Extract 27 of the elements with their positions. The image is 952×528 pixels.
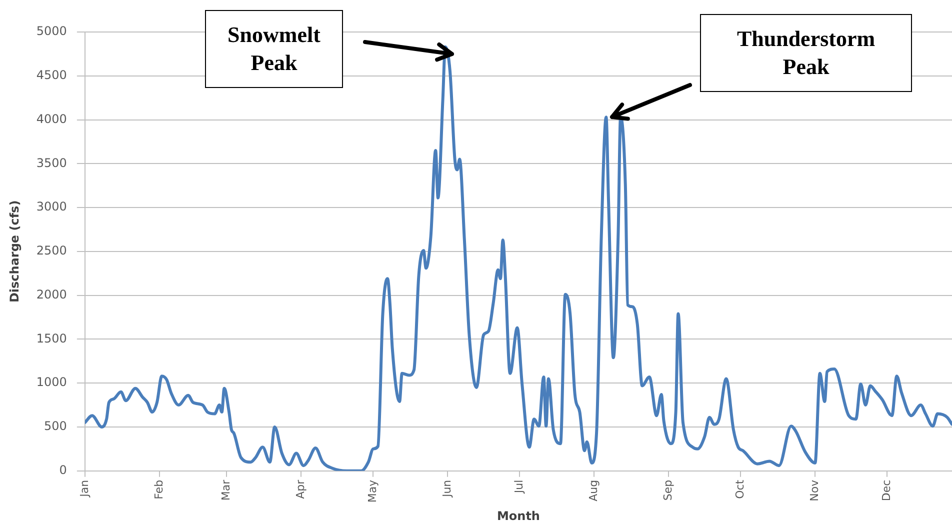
x-tick-label: Dec bbox=[880, 480, 894, 502]
x-tick-label: Aug bbox=[586, 480, 600, 502]
y-tick-label: 3500 bbox=[36, 156, 67, 170]
x-tick-label: Jul bbox=[512, 480, 526, 494]
x-tick-label: May bbox=[366, 479, 380, 503]
y-tick-label: 500 bbox=[44, 419, 67, 434]
x-tick-label: Apr bbox=[294, 479, 307, 499]
y-tick-label: 2000 bbox=[36, 287, 67, 302]
x-tick-label: Sep bbox=[661, 480, 674, 501]
y-tick-label: 0 bbox=[59, 462, 67, 477]
y-tick-label: 2500 bbox=[36, 244, 67, 258]
x-tick-label: Jun bbox=[440, 480, 454, 498]
x-tick-label: Feb bbox=[152, 480, 166, 500]
callout-box: Thunderstorm Peak bbox=[700, 14, 912, 92]
y-axis-title: Discharge (cfs) bbox=[7, 200, 22, 303]
x-tick-label: Nov bbox=[808, 479, 821, 502]
x-tick-label: Mar bbox=[220, 479, 233, 501]
y-tick-label: 4000 bbox=[36, 112, 67, 126]
x-axis-title: Month bbox=[496, 508, 540, 523]
x-tick-label: Oct bbox=[734, 479, 746, 499]
y-tick-label: 5000 bbox=[36, 24, 67, 38]
y-tick-label: 4500 bbox=[36, 68, 67, 82]
y-tick-label: 1000 bbox=[36, 375, 67, 390]
y-tick-label: 1500 bbox=[36, 331, 67, 346]
y-tick-label: 3000 bbox=[36, 200, 67, 214]
callout-box: Snowmelt Peak bbox=[205, 10, 343, 88]
x-tick-label: Jan bbox=[78, 480, 91, 498]
